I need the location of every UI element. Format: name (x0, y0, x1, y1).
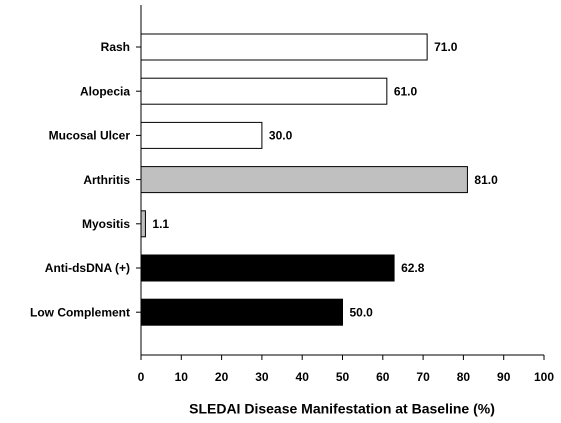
x-tick-label: 20 (215, 370, 229, 384)
value-label: 62.8 (401, 261, 425, 275)
x-tick-label: 30 (255, 370, 269, 384)
y-tick-label: Rash (101, 40, 130, 54)
bar (140, 33, 428, 61)
y-tick-label: Myositis (82, 217, 130, 231)
value-label: 1.1 (152, 217, 169, 231)
x-tick-label: 60 (376, 370, 390, 384)
y-tick-label: Alopecia (80, 84, 130, 98)
bar (140, 298, 343, 326)
bar (140, 166, 468, 194)
x-tick-label: 10 (175, 370, 189, 384)
y-tick-label: Anti-dsDNA (+) (45, 261, 130, 275)
x-tick-label: 70 (416, 370, 430, 384)
value-label: 71.0 (434, 40, 458, 54)
x-tick-label: 40 (296, 370, 310, 384)
bar (140, 210, 146, 238)
x-tick-label: 80 (457, 370, 471, 384)
x-tick-label: 90 (497, 370, 511, 384)
bar (140, 254, 395, 282)
y-tick-label: Low Complement (30, 305, 130, 319)
x-tick-label: 0 (138, 370, 145, 384)
value-label: 61.0 (394, 84, 418, 98)
bar (140, 121, 263, 149)
y-tick-label: Mucosal Ulcer (49, 129, 131, 143)
value-label: 81.0 (474, 173, 498, 187)
bar (140, 77, 388, 105)
x-tick-label: 100 (534, 370, 554, 384)
x-tick-label: 50 (336, 370, 350, 384)
y-tick-label: Arthritis (83, 173, 130, 187)
value-label: 30.0 (269, 129, 293, 143)
x-axis-label: SLEDAI Disease Manifestation at Baseline… (189, 401, 495, 417)
value-label: 50.0 (350, 305, 374, 319)
